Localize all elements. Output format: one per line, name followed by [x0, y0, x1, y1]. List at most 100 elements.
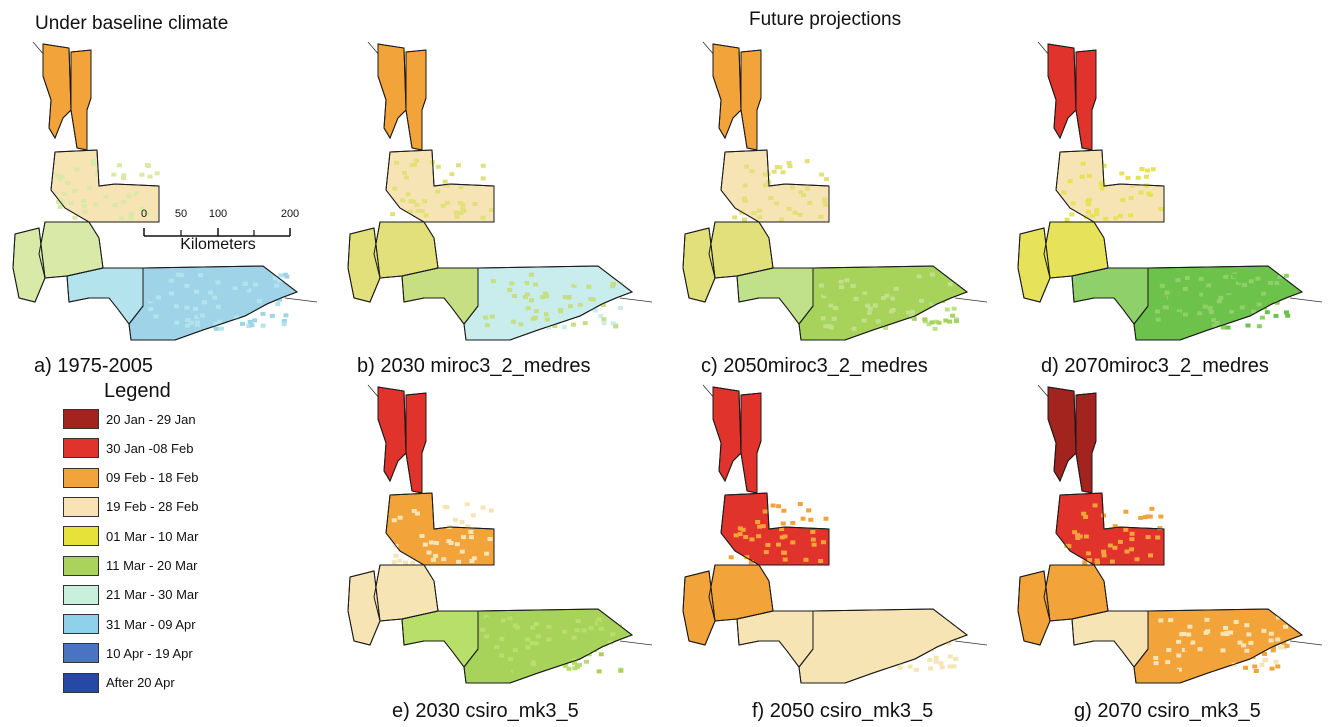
raster-cell	[93, 202, 99, 207]
raster-cell	[561, 637, 567, 642]
raster-cell	[1210, 667, 1216, 672]
legend-item: 19 Feb - 28 Feb	[63, 493, 199, 521]
raster-cell	[862, 294, 868, 299]
raster-cell	[454, 214, 460, 219]
caption-e: e) 2030 csiro_mk3_5	[392, 700, 579, 722]
raster-cell	[60, 200, 65, 205]
raster-cell	[177, 298, 183, 303]
raster-cell	[850, 283, 856, 288]
raster-cell	[780, 170, 786, 175]
raster-cell	[493, 297, 499, 302]
region-outline-ne	[405, 49, 427, 151]
region-outline-ne	[740, 49, 762, 151]
raster-cell	[486, 640, 492, 645]
legend-item-label: 19 Feb - 28 Feb	[106, 499, 199, 515]
raster-cell	[1171, 639, 1176, 644]
raster-cell	[562, 295, 568, 299]
raster-cell	[899, 295, 905, 300]
raster-cell	[121, 200, 127, 205]
legend-swatch	[63, 584, 99, 605]
raster-cell	[414, 203, 420, 208]
raster-cell	[588, 297, 594, 301]
raster-cell	[571, 635, 577, 640]
raster-cell	[1107, 543, 1113, 548]
raster-cell	[931, 300, 937, 305]
raster-cell	[823, 324, 829, 329]
raster-cell	[103, 194, 109, 199]
raster-cell	[846, 631, 852, 636]
raster-cell	[743, 535, 749, 539]
raster-cell	[1262, 652, 1268, 656]
raster-cell	[487, 537, 493, 541]
raster-cell	[900, 284, 906, 289]
region-outline-upper	[720, 492, 830, 566]
raster-cell	[484, 323, 490, 328]
raster-cell	[1285, 633, 1290, 638]
raster-cell	[888, 314, 894, 319]
raster-cell	[1268, 631, 1274, 636]
raster-cell	[460, 203, 466, 207]
raster-cell	[933, 659, 939, 664]
raster-cell	[1239, 305, 1245, 310]
raster-cell	[480, 215, 486, 220]
raster-cell	[275, 302, 281, 307]
raster-cell	[1194, 292, 1200, 297]
raster-cell	[792, 210, 798, 215]
raster-cell	[835, 630, 841, 635]
raster-cell	[1256, 302, 1262, 307]
raster-cell	[811, 542, 817, 547]
raster-cell	[485, 617, 491, 622]
raster-cell	[526, 658, 532, 663]
raster-cell	[155, 295, 161, 300]
raster-cell	[839, 623, 844, 627]
raster-cell	[433, 553, 439, 558]
raster-cell	[1216, 299, 1222, 304]
raster-cell	[1120, 198, 1126, 203]
raster-cell	[415, 208, 421, 213]
region-nw	[1047, 43, 1077, 140]
raster-cell	[202, 300, 207, 305]
raster-cell	[538, 649, 544, 654]
raster-cell	[182, 294, 188, 299]
raster-cell	[247, 309, 252, 314]
raster-cell	[1095, 560, 1100, 565]
raster-cell	[548, 305, 554, 310]
raster-cell	[953, 319, 959, 324]
legend-item-label: 31 Mar - 09 Apr	[106, 616, 196, 632]
raster-cell	[737, 526, 743, 531]
raster-cell	[883, 325, 888, 330]
raster-cell	[1198, 283, 1204, 288]
raster-cell	[804, 186, 810, 191]
raster-cell	[1241, 643, 1247, 648]
raster-cell	[471, 556, 477, 561]
raster-cell	[535, 634, 541, 639]
raster-cell	[1098, 182, 1104, 187]
raster-cell	[581, 628, 587, 633]
raster-cell	[947, 664, 953, 669]
raster-cell	[1155, 535, 1161, 540]
raster-cell	[1159, 660, 1165, 665]
legend-title: Legend	[104, 380, 171, 402]
raster-cell	[1232, 306, 1238, 311]
raster-cell	[1253, 637, 1259, 641]
raster-cell	[1206, 283, 1212, 288]
raster-cell	[1166, 666, 1172, 671]
raster-cell	[522, 295, 528, 300]
raster-cell	[869, 317, 875, 322]
raster-cell	[55, 173, 61, 178]
raster-cell	[831, 316, 837, 321]
raster-cell	[737, 532, 743, 537]
legend-swatch	[63, 643, 99, 664]
raster-cell	[786, 161, 792, 165]
region-outline-nw	[42, 43, 72, 140]
region-outline-swest	[736, 267, 814, 325]
region-swest	[736, 610, 814, 668]
raster-cell	[950, 313, 956, 318]
raster-cell	[533, 622, 539, 626]
raster-cell	[126, 194, 132, 199]
raster-cell	[538, 319, 544, 324]
raster-cell	[489, 641, 495, 645]
raster-cell	[516, 300, 522, 305]
raster-cell	[562, 664, 568, 668]
raster-cell	[823, 516, 829, 521]
